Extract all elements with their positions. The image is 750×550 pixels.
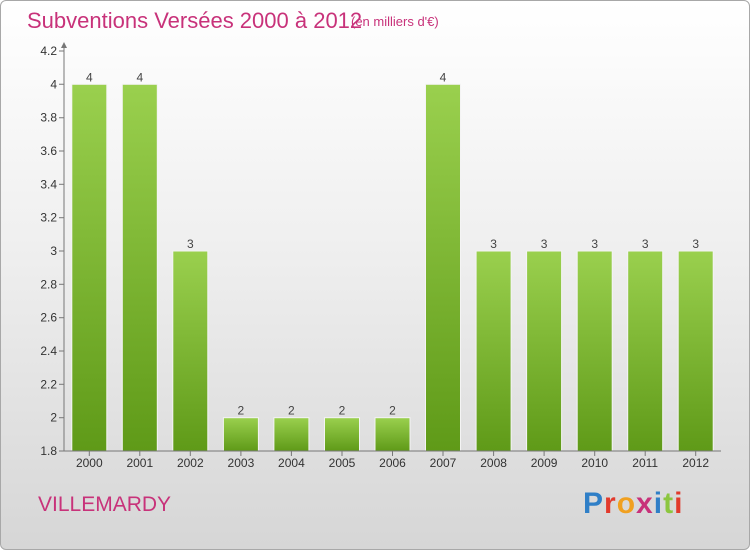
x-tick-label-2012: 2012 bbox=[682, 456, 709, 470]
y-tick-label-4.2: 4.2 bbox=[40, 44, 57, 58]
logo-letter: r bbox=[604, 487, 617, 520]
data-label-2010: 3 bbox=[591, 237, 598, 251]
bar-2001 bbox=[121, 83, 158, 452]
data-label-2002: 3 bbox=[187, 237, 194, 251]
logo-letter: x bbox=[636, 487, 654, 520]
proxiti-logo[interactable]: Proxiti bbox=[583, 487, 683, 521]
logo-letter: i bbox=[674, 487, 684, 520]
data-label-2003: 2 bbox=[238, 404, 245, 418]
data-label-2006: 2 bbox=[389, 404, 396, 418]
y-tick-label-2.2: 2.2 bbox=[40, 377, 57, 391]
bars-layer: 4 4 3 2 2 2 2 4 3 3 3 3 3 bbox=[71, 70, 714, 452]
bar-2012 bbox=[677, 250, 714, 452]
logo-letter: i bbox=[653, 487, 664, 520]
logo-letter: P bbox=[583, 487, 605, 520]
chart-unit-label: (en milliers d'€) bbox=[351, 14, 439, 29]
x-tick-label-2009: 2009 bbox=[531, 456, 558, 470]
bar-2009 bbox=[526, 250, 563, 452]
axes-layer: 2000 2001 2002 2003 2004 2005 2006 2007 2008 2009… bbox=[40, 42, 721, 470]
logo-letter: t bbox=[663, 487, 675, 520]
bar-2005 bbox=[324, 417, 360, 452]
y-tick-label-2: 2 bbox=[50, 411, 57, 425]
bar-2004 bbox=[273, 417, 310, 452]
x-tick-label-2008: 2008 bbox=[480, 456, 507, 470]
x-tick-label-2007: 2007 bbox=[430, 456, 457, 470]
bar-2002 bbox=[172, 250, 209, 452]
y-tick-label-3.8: 3.8 bbox=[40, 111, 57, 125]
y-tick-label-2.8: 2.8 bbox=[40, 277, 57, 291]
x-tick-label-2010: 2010 bbox=[581, 456, 608, 470]
x-tick-label-2006: 2006 bbox=[379, 456, 406, 470]
x-tick-label-2003: 2003 bbox=[228, 456, 255, 470]
logo-letter: o bbox=[616, 487, 637, 520]
y-tick-label-3: 3 bbox=[50, 244, 57, 258]
x-tick-label-2005: 2005 bbox=[329, 456, 356, 470]
x-tick-label-2011: 2011 bbox=[632, 456, 658, 470]
data-label-2005: 2 bbox=[339, 404, 346, 418]
y-tick-label-4: 4 bbox=[50, 77, 57, 91]
bar-2003 bbox=[222, 417, 259, 452]
bar-2011 bbox=[627, 250, 664, 452]
y-tick-label-3.4: 3.4 bbox=[40, 177, 57, 191]
chart-title: Subventions Versées 2000 à 2012 bbox=[27, 8, 363, 33]
bar-2006 bbox=[374, 417, 411, 452]
y-axis-arrow bbox=[61, 42, 67, 48]
bar-2010 bbox=[576, 250, 613, 452]
data-label-2009: 3 bbox=[541, 237, 548, 251]
data-label-2000: 4 bbox=[86, 70, 93, 84]
x-tick-label-2004: 2004 bbox=[278, 456, 305, 470]
data-label-2004: 2 bbox=[288, 404, 295, 418]
data-label-2012: 3 bbox=[692, 237, 699, 251]
bar-2008 bbox=[475, 250, 512, 452]
y-tick-label-3.2: 3.2 bbox=[40, 211, 57, 225]
y-tick-label-1.8: 1.8 bbox=[40, 444, 57, 458]
y-tick-label-2.4: 2.4 bbox=[40, 344, 57, 358]
x-tick-label-2001: 2001 bbox=[126, 456, 153, 470]
x-tick-label-2002: 2002 bbox=[177, 456, 204, 470]
data-label-2008: 3 bbox=[490, 237, 497, 251]
data-label-2001: 4 bbox=[136, 70, 143, 84]
y-tick-label-3.6: 3.6 bbox=[40, 144, 57, 158]
data-label-2007: 4 bbox=[440, 70, 447, 84]
bar-2000 bbox=[71, 83, 108, 452]
data-label-2011: 3 bbox=[642, 237, 649, 251]
y-tick-label-2.6: 2.6 bbox=[40, 311, 57, 325]
x-tick-label-2000: 2000 bbox=[76, 456, 103, 470]
bar-2007 bbox=[425, 83, 461, 452]
commune-name: VILLEMARDY bbox=[38, 493, 172, 516]
